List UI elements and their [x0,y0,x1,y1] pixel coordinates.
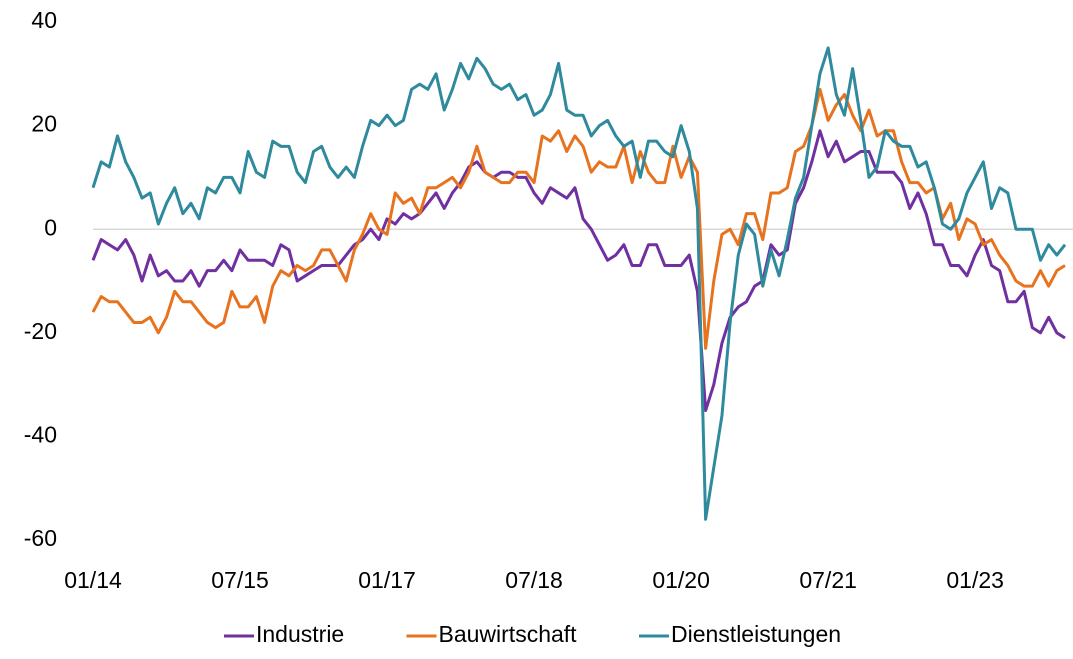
legend-label: Dienstleistungen [671,621,841,647]
x-tick-label: 07/15 [211,567,269,593]
legend-label: Bauwirtschaft [439,621,578,647]
y-tick-label: -40 [24,421,57,447]
y-tick-label: -20 [24,318,57,344]
legend-label: Industrie [256,621,344,647]
line-series [91,87,1066,350]
x-tick-label: 01/23 [946,567,1004,593]
y-tick-label: 20 [31,111,57,137]
x-tick-label: 07/18 [505,567,563,593]
y-tick-label: 0 [44,214,57,240]
y-tick-label: 40 [31,7,57,33]
line-series [91,46,1067,521]
x-tick-label: 07/21 [799,567,857,593]
x-tick-label: 01/14 [64,567,122,593]
line-series [91,129,1066,412]
x-tick-label: 01/17 [358,567,416,593]
x-tick-label: 01/20 [652,567,710,593]
y-tick-label: -60 [24,525,57,551]
